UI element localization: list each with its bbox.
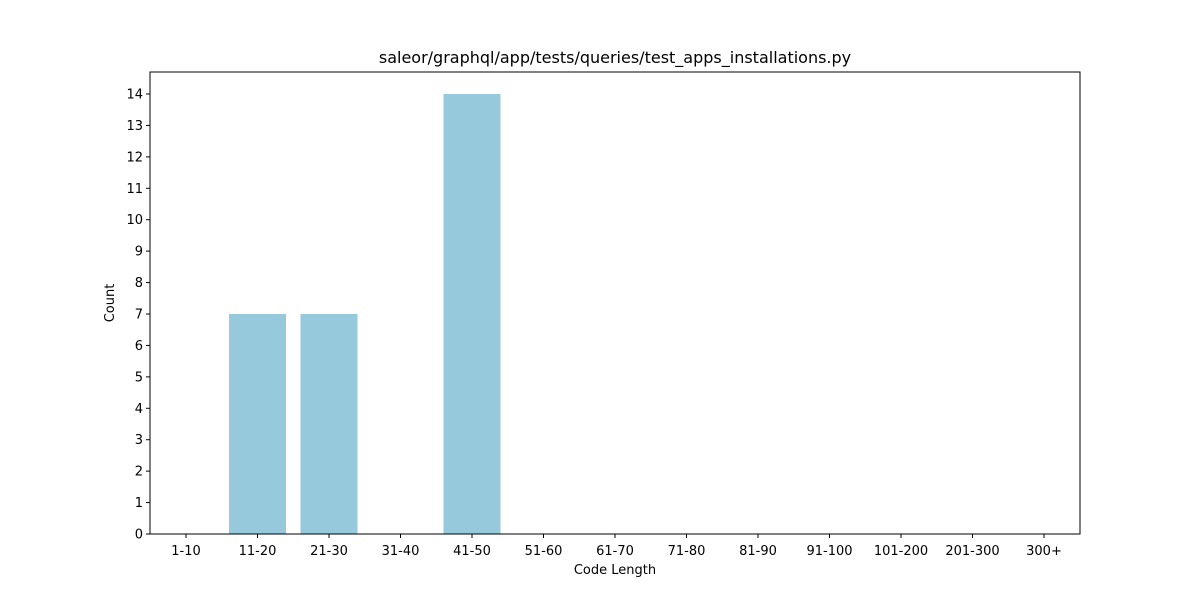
y-tick-label: 13 (126, 119, 143, 134)
x-tick-label: 71-80 (668, 544, 706, 559)
x-tick-label: 61-70 (596, 544, 634, 559)
x-tick-label: 51-60 (525, 544, 563, 559)
y-tick-label: 7 (135, 308, 143, 323)
y-tick-label: 14 (126, 88, 143, 103)
y-tick-label: 2 (135, 465, 143, 480)
x-axis: 1-10 11-20 21-30 31-40 41-50 51-60 61-70 71-80 8… (171, 534, 1062, 559)
y-tick-label: 12 (126, 150, 143, 165)
x-tick-label: 101-200 (874, 544, 928, 559)
y-tick-label: 10 (126, 213, 143, 228)
bar-11-20 (229, 314, 286, 534)
y-tick-label: 5 (135, 370, 143, 385)
x-tick-label: 11-20 (239, 544, 277, 559)
x-tick-label: 91-100 (806, 544, 852, 559)
y-tick-label: 8 (135, 276, 143, 291)
x-axis-label: Code Length (574, 563, 656, 578)
x-tick-label: 31-40 (382, 544, 420, 559)
y-tick-label: 11 (126, 182, 143, 197)
y-tick-label: 4 (135, 402, 143, 417)
bar-41-50 (443, 94, 501, 534)
x-tick-label: 41-50 (453, 544, 491, 559)
y-tick-label: 0 (135, 528, 143, 543)
x-tick-label: 300+ (1026, 544, 1062, 559)
chart-title: saleor/graphql/app/tests/queries/test_ap… (379, 48, 851, 68)
bar-21-30 (300, 314, 358, 534)
x-tick-label: 81-90 (739, 544, 777, 559)
y-tick-label: 6 (135, 339, 143, 354)
plot-area-frame (149, 71, 1081, 535)
y-tick-label: 9 (135, 245, 143, 260)
y-tick-label: 1 (135, 496, 143, 511)
y-tick-label: 3 (135, 433, 143, 448)
x-tick-label: 21-30 (310, 544, 348, 559)
x-tick-label: 201-300 (945, 544, 999, 559)
x-tick-label: 1-10 (171, 544, 201, 559)
y-axis-label: Count (103, 284, 118, 323)
bars-layer (229, 94, 501, 534)
